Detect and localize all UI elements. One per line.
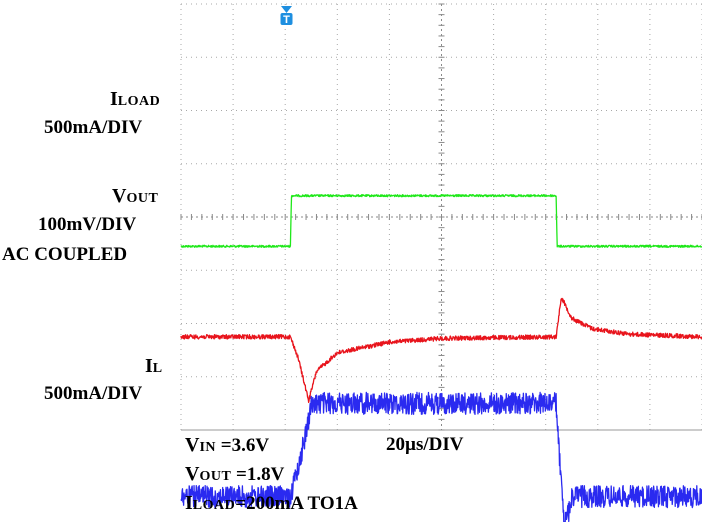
iload-condition: ILOAD=200mA TO1A bbox=[185, 492, 358, 514]
vout-label: VOUT bbox=[112, 185, 159, 207]
il-label: IL bbox=[145, 355, 163, 377]
vout-scale: 100mV/DIV bbox=[38, 214, 137, 235]
iload-scale: 500mA/DIV bbox=[44, 117, 143, 138]
vout-coupling: AC COUPLED bbox=[2, 244, 128, 265]
trace-iload bbox=[180, 194, 702, 248]
time-scale: 20µs/DIV bbox=[386, 434, 464, 455]
trace-il bbox=[180, 391, 702, 522]
il-scale: 500mA/DIV bbox=[44, 383, 143, 404]
vout-condition: VOUT =1.8V bbox=[185, 463, 285, 485]
trigger-label: T bbox=[283, 14, 290, 26]
scope-grid bbox=[180, 3, 702, 431]
vin-condition: VIN =3.6V bbox=[185, 434, 270, 456]
trigger-marker-icon: T bbox=[280, 6, 293, 26]
iload-label: ILOAD bbox=[110, 88, 161, 110]
scope-traces bbox=[180, 194, 702, 522]
trace-vout bbox=[180, 297, 702, 404]
